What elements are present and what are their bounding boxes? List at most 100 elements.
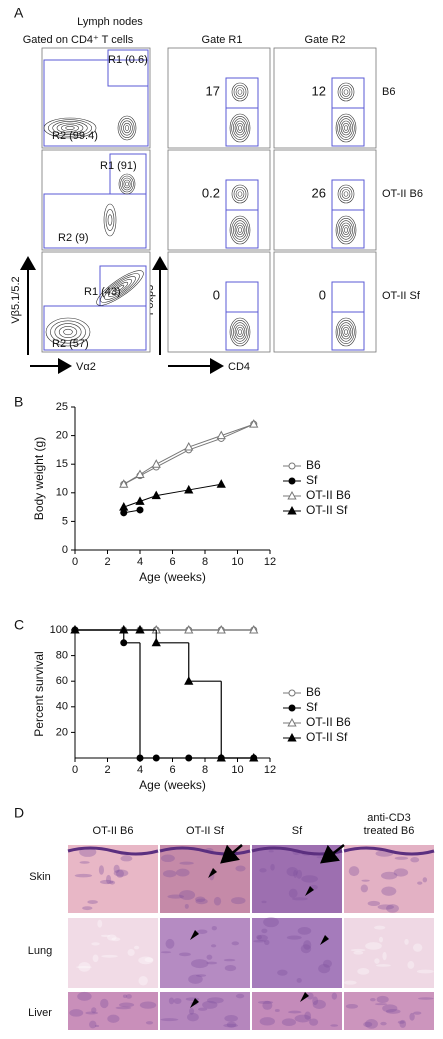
tissue-texture bbox=[173, 998, 182, 1004]
tissue-texture bbox=[226, 1021, 237, 1028]
marker bbox=[249, 624, 259, 634]
contour bbox=[229, 215, 251, 245]
contour bbox=[231, 116, 249, 140]
gate bbox=[43, 305, 147, 351]
contour bbox=[337, 116, 355, 140]
tissue-texture bbox=[160, 1018, 179, 1022]
contour bbox=[234, 120, 246, 136]
x-tick-label: 6 bbox=[169, 556, 175, 568]
arrowhead bbox=[320, 935, 329, 945]
contour bbox=[56, 122, 84, 134]
tissue-texture bbox=[98, 865, 104, 875]
contour bbox=[125, 181, 129, 187]
contour bbox=[54, 323, 82, 341]
axis-label: Vα2 bbox=[76, 361, 96, 373]
tissue-texture bbox=[138, 956, 154, 965]
column-header: treated B6 bbox=[364, 825, 415, 837]
contour bbox=[229, 113, 251, 143]
contour bbox=[339, 84, 353, 100]
tissue-texture bbox=[74, 873, 93, 878]
column-header: OT-II B6 bbox=[93, 825, 134, 837]
x-tick-label: 10 bbox=[231, 556, 243, 568]
histology-image bbox=[344, 918, 434, 988]
tissue-texture bbox=[178, 952, 191, 957]
tissue-texture bbox=[294, 1014, 312, 1023]
gate bbox=[43, 193, 147, 249]
contour bbox=[120, 175, 134, 193]
tissue-texture bbox=[256, 934, 262, 940]
tissue-texture bbox=[87, 900, 98, 904]
y-tick-label: 40 bbox=[56, 701, 68, 713]
tissue-texture bbox=[374, 1003, 388, 1006]
contour bbox=[339, 220, 353, 240]
tissue-texture bbox=[206, 954, 213, 960]
contour bbox=[237, 89, 243, 95]
tissue-texture bbox=[303, 940, 312, 950]
contour bbox=[340, 222, 352, 238]
marker bbox=[184, 676, 194, 685]
marker bbox=[70, 624, 80, 634]
marker bbox=[249, 752, 259, 762]
tissue-texture bbox=[404, 938, 409, 945]
y-tick-label: 20 bbox=[56, 430, 68, 442]
tissue-texture bbox=[118, 1002, 135, 1008]
tissue-texture bbox=[422, 877, 428, 883]
x-tick-label: 8 bbox=[202, 556, 208, 568]
row-label: OT-II B6 bbox=[382, 188, 423, 200]
contour bbox=[52, 121, 88, 135]
x-tick-label: 6 bbox=[169, 764, 175, 776]
histology-image bbox=[68, 918, 158, 988]
x-tick-label: 8 bbox=[202, 764, 208, 776]
tissue-texture bbox=[268, 850, 274, 853]
tissue-texture bbox=[407, 961, 415, 969]
gate-label: R1 (91) bbox=[100, 160, 137, 172]
x-tick-label: 4 bbox=[137, 764, 143, 776]
tissue-texture bbox=[231, 941, 240, 946]
tissue-texture bbox=[357, 967, 370, 975]
contour bbox=[61, 124, 79, 132]
tissue-texture bbox=[175, 868, 190, 877]
x-tick-label: 4 bbox=[137, 556, 143, 568]
y-tick-label: 60 bbox=[56, 675, 68, 687]
tissue-texture bbox=[409, 1012, 415, 1021]
arrowhead bbox=[300, 992, 309, 1002]
histology-image bbox=[344, 992, 434, 1030]
tissue-texture bbox=[187, 1012, 199, 1022]
tissue-texture bbox=[318, 963, 331, 974]
tissue-texture bbox=[382, 951, 387, 961]
tissue-texture bbox=[99, 879, 114, 885]
histology-image bbox=[252, 992, 342, 1030]
tissue-texture bbox=[197, 1007, 208, 1011]
tissue-texture bbox=[106, 874, 112, 884]
gate bbox=[331, 311, 365, 351]
tissue-texture bbox=[202, 1000, 218, 1009]
gate bbox=[225, 209, 259, 249]
tissue-texture bbox=[91, 942, 100, 946]
marker bbox=[152, 754, 160, 762]
arrowhead bbox=[190, 930, 199, 940]
tissue-texture bbox=[374, 925, 386, 930]
legend-marker bbox=[288, 689, 296, 697]
tissue-texture bbox=[379, 936, 384, 943]
arrow bbox=[220, 844, 243, 864]
x-axis-label: Age (weeks) bbox=[139, 570, 206, 584]
tissue-texture bbox=[120, 855, 133, 862]
tissue-texture bbox=[257, 1000, 274, 1004]
legend-marker bbox=[287, 505, 297, 515]
tissue-texture bbox=[69, 1009, 84, 1017]
legend-marker bbox=[288, 462, 296, 470]
tissue-texture bbox=[309, 1018, 319, 1026]
arrowhead bbox=[208, 868, 217, 878]
tissue-texture bbox=[288, 1010, 302, 1014]
tissue-texture bbox=[253, 939, 266, 943]
contour bbox=[111, 281, 129, 295]
tissue-texture bbox=[160, 951, 172, 954]
percentage: 0 bbox=[213, 287, 220, 302]
gate bbox=[43, 59, 149, 147]
percentage: 26 bbox=[312, 185, 326, 200]
contour bbox=[96, 270, 144, 306]
column-header: Gate R1 bbox=[202, 34, 243, 46]
tissue-texture bbox=[106, 934, 117, 941]
percentage: 12 bbox=[312, 83, 326, 98]
tissue-texture bbox=[264, 939, 270, 945]
